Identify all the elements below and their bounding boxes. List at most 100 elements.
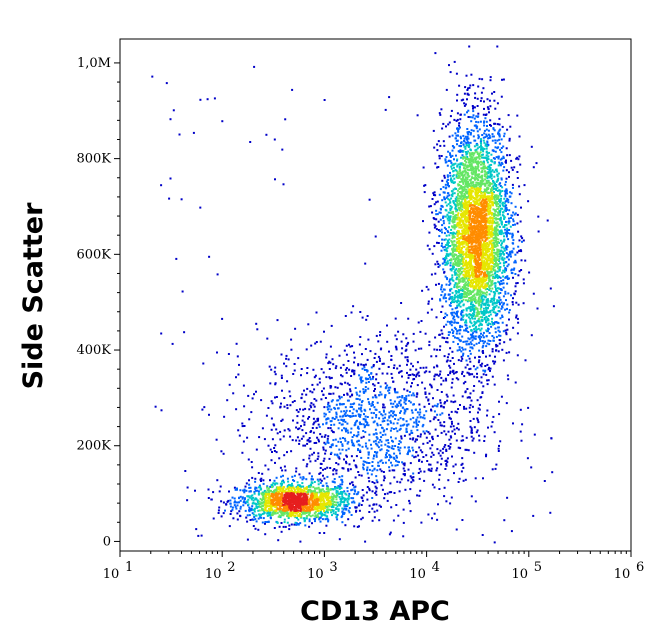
event-dot <box>460 355 463 358</box>
event-dot <box>492 128 495 131</box>
event-dot <box>330 446 333 449</box>
event-dot <box>251 476 254 479</box>
event-dot <box>468 130 471 133</box>
event-dot <box>378 357 381 360</box>
event-dot <box>459 296 462 299</box>
event-dot <box>501 271 504 274</box>
event-dot <box>518 185 521 188</box>
event-dot <box>379 334 381 337</box>
event-dot <box>449 171 451 174</box>
event-dot <box>395 346 398 349</box>
event-dot <box>460 313 463 315</box>
event-dot <box>479 364 482 367</box>
event-dot <box>300 437 303 440</box>
event-dot <box>465 188 468 191</box>
event-dot <box>271 511 274 514</box>
event-dot <box>470 181 473 184</box>
event-dot <box>355 509 358 512</box>
event-dot <box>416 429 419 432</box>
event-dot <box>491 317 494 320</box>
event-dot <box>336 518 339 521</box>
event-dot <box>353 361 355 364</box>
event-dot <box>244 485 247 488</box>
event-dot <box>491 189 494 192</box>
event-dot <box>301 478 304 481</box>
event-dot <box>366 468 369 471</box>
event-dot <box>491 186 493 189</box>
event-dot <box>311 514 314 517</box>
event-dot <box>482 342 485 345</box>
event-dot <box>464 147 467 150</box>
event-dot <box>359 377 362 380</box>
event-dot <box>456 285 459 288</box>
event-dot <box>280 353 283 356</box>
event-dot <box>443 245 446 248</box>
event-dot <box>501 321 504 324</box>
event-dot <box>492 242 495 244</box>
event-dot <box>460 439 463 442</box>
event-dot <box>488 293 491 296</box>
event-dot <box>367 456 370 459</box>
event-dot <box>390 421 392 424</box>
event-dot <box>234 500 236 503</box>
event-dot <box>258 509 261 512</box>
event-dot <box>440 463 443 466</box>
event-dot <box>469 169 472 172</box>
event-dot <box>345 430 347 433</box>
event-dot <box>275 490 278 493</box>
event-dot <box>471 431 474 434</box>
event-dot <box>367 451 370 454</box>
event-dot <box>346 501 349 504</box>
event-dot <box>487 339 490 342</box>
event-dot <box>274 488 277 491</box>
event-dot <box>473 304 476 307</box>
event-dot <box>442 406 445 409</box>
event-dot <box>483 313 486 316</box>
event-dot <box>476 156 479 159</box>
event-dot <box>470 160 473 163</box>
event-dot <box>465 273 468 276</box>
event-dot <box>464 156 466 159</box>
event-dot <box>391 445 394 448</box>
event-dot <box>298 484 301 487</box>
event-dot <box>428 248 431 251</box>
event-dot <box>352 484 355 487</box>
event-dot <box>312 403 315 406</box>
event-dot <box>517 158 520 161</box>
event-dot <box>485 329 488 332</box>
event-dot <box>498 269 501 272</box>
event-dot <box>481 319 484 322</box>
event-dot <box>251 466 254 469</box>
event-dot <box>438 333 441 336</box>
event-dot <box>481 346 484 349</box>
event-dot <box>330 376 333 379</box>
event-dot <box>388 411 391 414</box>
event-dot <box>347 518 350 521</box>
event-dot <box>488 274 491 277</box>
event-dot <box>517 245 520 248</box>
event-dot <box>341 513 344 515</box>
event-dot <box>480 91 483 94</box>
event-dot <box>417 472 420 474</box>
event-dot <box>459 145 462 148</box>
event-dot <box>287 358 290 361</box>
event-dot <box>364 540 367 543</box>
event-dot <box>418 494 421 497</box>
event-dot <box>246 514 249 517</box>
event-dot <box>413 456 416 459</box>
event-dot <box>346 392 349 395</box>
event-dot <box>365 461 368 464</box>
event-dot <box>400 302 403 304</box>
event-dot <box>450 287 453 290</box>
event-dot <box>454 162 457 165</box>
event-dot <box>242 384 245 387</box>
event-dot <box>464 340 467 343</box>
event-dot <box>412 437 415 440</box>
event-dot <box>276 432 279 435</box>
event-dot <box>465 138 468 140</box>
event-dot <box>474 298 477 300</box>
event-dot <box>440 376 443 379</box>
event-dot <box>403 469 406 472</box>
event-dot <box>473 344 476 347</box>
event-dot <box>395 454 398 457</box>
